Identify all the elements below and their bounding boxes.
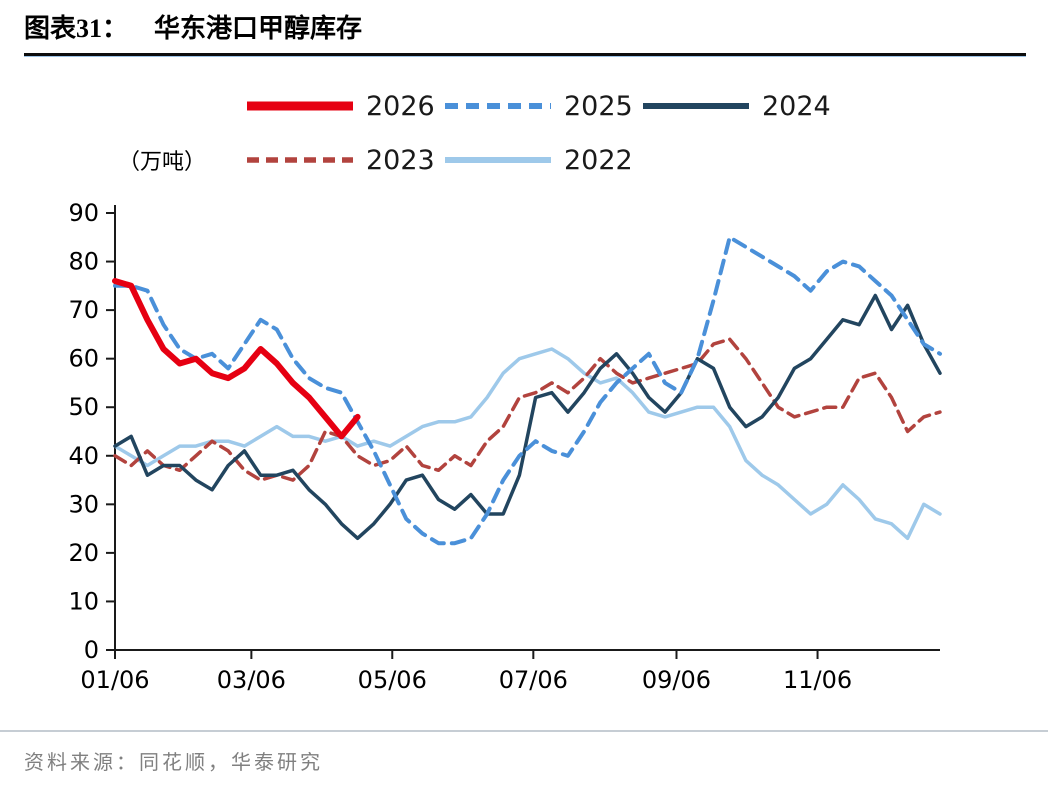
legend-item-2023: 2023 bbox=[245, 145, 435, 176]
legend-row-1: 2026 2025 2024 bbox=[118, 87, 1048, 125]
legend-item-2022: 2022 bbox=[443, 145, 633, 176]
chart-header: 图表31： 华东港口甲醇库存 bbox=[0, 0, 1048, 57]
x-tick-label: 05/06 bbox=[358, 666, 427, 694]
page-title: 华东港口甲醇库存 bbox=[154, 14, 363, 43]
legend-label-2026: 2026 bbox=[366, 90, 435, 122]
title-line: 图表31： 华东港口甲醇库存 bbox=[24, 12, 1028, 46]
y-tick-label: 0 bbox=[84, 636, 99, 664]
legend-row-1-items: 2026 2025 2024 bbox=[245, 91, 839, 122]
legend-label-2024: 2024 bbox=[762, 90, 831, 122]
footer-rule bbox=[0, 730, 1048, 732]
legend-label-2022: 2022 bbox=[564, 144, 633, 176]
series-line-2026 bbox=[112, 278, 361, 440]
legend-line-sample-2025 bbox=[445, 103, 551, 109]
legend-item-2025: 2025 bbox=[443, 91, 633, 122]
source-text: 资料来源：同花顺，华泰研究 bbox=[24, 752, 323, 774]
series-line-2024 bbox=[113, 293, 942, 541]
legend-line-sample-2024 bbox=[643, 103, 749, 109]
x-tick-label: 07/06 bbox=[499, 666, 568, 694]
y-tick-label: 50 bbox=[68, 393, 99, 421]
legend-item-2026: 2026 bbox=[245, 91, 435, 122]
y-tick-label: 70 bbox=[68, 296, 99, 324]
y-tick-label: 90 bbox=[68, 199, 99, 227]
legend-label-2025: 2025 bbox=[564, 90, 633, 122]
footer: 资料来源：同花顺，华泰研究 bbox=[0, 730, 1048, 792]
legend-line-sample-2023 bbox=[247, 157, 353, 163]
chart-area: 0 10 20 30 40 50 60 70 80 90 01/06 03/06 05/06 07/06 0… bbox=[0, 195, 1048, 704]
y-tick-label: 40 bbox=[68, 442, 99, 470]
y-tick-label: 10 bbox=[68, 587, 99, 615]
y-tick-label: 30 bbox=[68, 490, 99, 518]
figure-label: 图表31： bbox=[24, 14, 129, 43]
header-rule-accent bbox=[24, 56, 1026, 57]
y-tick-label: 60 bbox=[68, 345, 99, 373]
series-line-2025 bbox=[113, 235, 942, 546]
series-line-2022 bbox=[113, 347, 942, 541]
legend-line-sample-2026 bbox=[247, 101, 353, 111]
chart-canvas: 0 10 20 30 40 50 60 70 80 90 01/06 03/06 05/06 07/06 0… bbox=[68, 199, 942, 694]
legend-line-sample-2022 bbox=[445, 157, 551, 163]
series-line-2023 bbox=[113, 337, 942, 482]
x-tick-label: 09/06 bbox=[642, 666, 711, 694]
legend-row-2: （万吨） 2023 2022 bbox=[118, 141, 1048, 179]
y-tick-label: 80 bbox=[68, 248, 99, 276]
header-rule bbox=[24, 53, 1026, 56]
legend-label-2023: 2023 bbox=[366, 144, 435, 176]
y-tick-label: 20 bbox=[68, 539, 99, 567]
unit-label: （万吨） bbox=[118, 149, 207, 174]
x-tick-label: 03/06 bbox=[217, 666, 286, 694]
legend-item-2024: 2024 bbox=[641, 91, 831, 122]
legend-row-2-items: 2023 2022 bbox=[245, 145, 641, 176]
x-tick-label: 01/06 bbox=[80, 666, 149, 694]
x-tick-label: 11/06 bbox=[783, 666, 852, 694]
legend: 2026 2025 2024 （万吨） 2023 2022 bbox=[118, 87, 1048, 179]
